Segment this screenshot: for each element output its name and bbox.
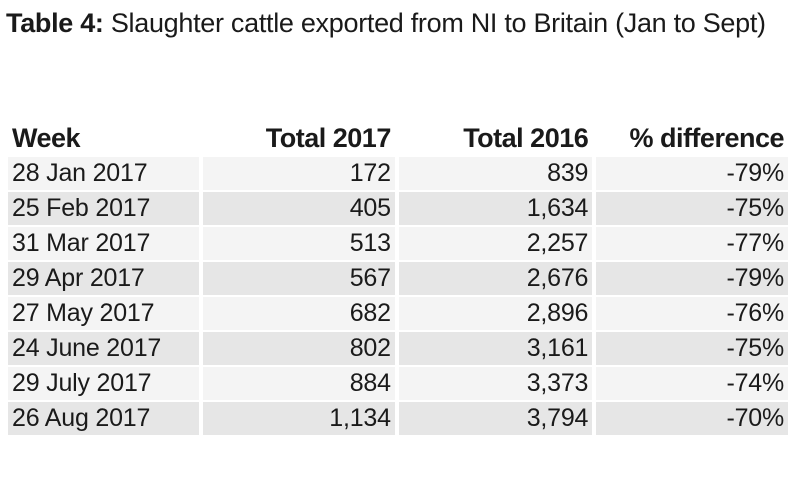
cell-percent-difference: -79% (596, 157, 788, 190)
header-percent-difference: % difference (629, 122, 784, 153)
cell-total-2017: 172 (203, 157, 395, 190)
cell-week: 29 Apr 2017 (8, 262, 200, 295)
cell-total-2016: 839 (398, 157, 593, 190)
header-total-2017: Total 2017 (265, 122, 392, 153)
table-caption: Slaughter cattle exported from NI to Bri… (110, 8, 766, 38)
table-number-label: Table 4: (6, 8, 104, 38)
cell-week: 27 May 2017 (8, 297, 200, 330)
table-row: 27 May 2017 682 2,896 -76% (8, 297, 788, 330)
cell-percent-difference: -75% (596, 332, 788, 365)
header-week: Week (12, 122, 81, 153)
cell-total-2017: 802 (203, 332, 395, 365)
cell-total-2017: 567 (203, 262, 395, 295)
cell-week: 24 June 2017 (8, 332, 200, 365)
cell-week: 31 Mar 2017 (8, 227, 200, 260)
table-title: Table 4: Slaughter cattle exported from … (6, 8, 776, 38)
cell-total-2016: 3,373 (398, 367, 593, 400)
table-row: 31 Mar 2017 513 2,257 -77% (8, 227, 788, 260)
cell-week: 26 Aug 2017 (8, 402, 200, 435)
cell-total-2016: 1,634 (398, 192, 593, 225)
cell-percent-difference: -75% (596, 192, 788, 225)
cell-total-2016: 3,161 (398, 332, 593, 365)
table-row: 29 July 2017 884 3,373 -74% (8, 367, 788, 400)
cell-percent-difference: -74% (596, 367, 788, 400)
cell-week: 28 Jan 2017 (8, 157, 200, 190)
cell-total-2017: 884 (203, 367, 395, 400)
cell-total-2016: 3,794 (398, 402, 593, 435)
header-row: Week Total 2017 Total 2016 % difference (8, 121, 788, 155)
cell-percent-difference: -76% (596, 297, 788, 330)
table-row: 24 June 2017 802 3,161 -75% (8, 332, 788, 365)
cell-total-2016: 2,676 (398, 262, 593, 295)
cell-total-2016: 2,896 (398, 297, 593, 330)
header-total-2016: Total 2016 (463, 122, 589, 153)
cell-week: 25 Feb 2017 (8, 192, 200, 225)
cell-total-2016: 2,257 (398, 227, 593, 260)
cell-total-2017: 1,134 (203, 402, 395, 435)
table-row: 26 Aug 2017 1,134 3,794 -70% (8, 402, 788, 435)
table-row: 28 Jan 2017 172 839 -79% (8, 157, 788, 190)
cell-percent-difference: -70% (596, 402, 788, 435)
cell-total-2017: 682 (203, 297, 395, 330)
table-row: 29 Apr 2017 567 2,676 -79% (8, 262, 788, 295)
cell-week: 29 July 2017 (8, 367, 200, 400)
cell-percent-difference: -79% (596, 262, 788, 295)
data-table: Week Total 2017 Total 2016 % difference … (4, 119, 790, 437)
table-row: 25 Feb 2017 405 1,634 -75% (8, 192, 788, 225)
cell-percent-difference: -77% (596, 227, 788, 260)
cell-total-2017: 405 (203, 192, 395, 225)
cell-total-2017: 513 (203, 227, 395, 260)
